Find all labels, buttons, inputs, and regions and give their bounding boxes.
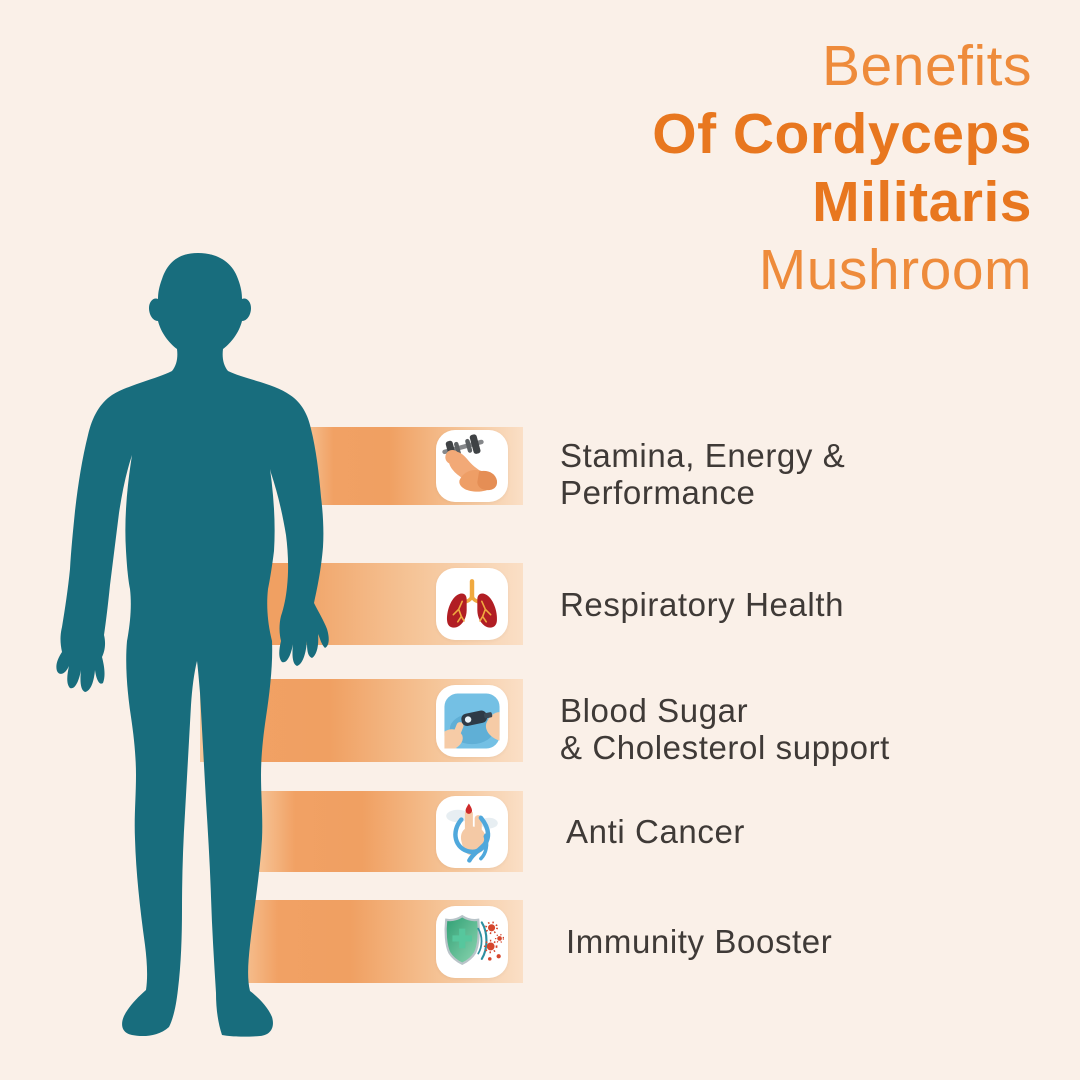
page-title: Benefits Of Cordyceps Militaris Mushroom <box>652 32 1032 304</box>
benefit-label-respiratory: Respiratory Health <box>560 563 844 645</box>
icon-card-respiratory <box>436 568 508 640</box>
benefit-label-line: Anti Cancer <box>566 813 746 850</box>
benefit-label-blood-sugar: Blood Sugar & Cholesterol support <box>560 687 890 770</box>
benefit-label-anti-cancer: Anti Cancer <box>566 791 745 872</box>
immunity-shield-icon <box>444 914 504 966</box>
icon-card-anti-cancer <box>436 796 508 868</box>
benefit-label-stamina: Stamina, Energy & Performance <box>560 435 845 513</box>
icon-card-blood-sugar <box>436 685 508 757</box>
lungs-icon <box>446 579 498 628</box>
human-body-silhouette <box>56 253 329 1037</box>
benefit-label-immunity: Immunity Booster <box>566 900 832 983</box>
benefit-label-line: Respiratory Health <box>560 585 845 623</box>
benefit-label-line: Immunity Booster <box>566 923 833 960</box>
benefit-label-line: Performance <box>560 474 756 511</box>
icon-card-stamina <box>436 430 508 502</box>
icon-card-immunity <box>436 906 508 978</box>
benefit-label-line: & Cholesterol support <box>560 728 890 766</box>
title-line-1: Benefits <box>822 34 1032 98</box>
title-line-2: Of Cordyceps <box>652 102 1032 166</box>
benefit-label-line: Stamina, Energy & <box>560 437 846 474</box>
benefit-label-line: Blood Sugar <box>560 691 749 729</box>
muscle-dumbbell-icon <box>442 434 498 492</box>
blood-sugar-test-icon <box>444 693 500 749</box>
title-line-3: Militaris <box>812 170 1032 234</box>
anti-cancer-ribbon-icon <box>446 803 498 863</box>
title-line-4: Mushroom <box>758 238 1032 302</box>
